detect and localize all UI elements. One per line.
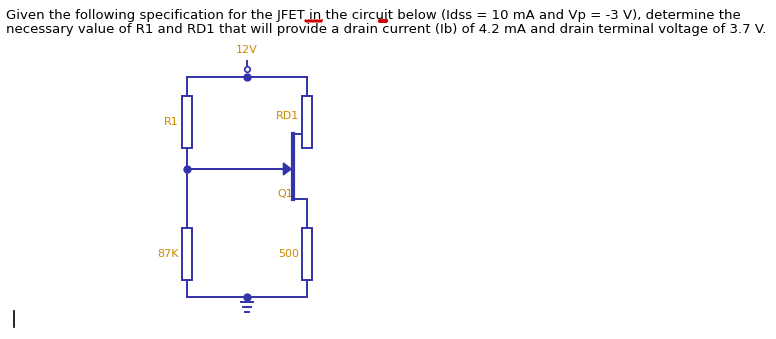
Bar (182, 96, 192, 148)
Text: 87K: 87K (158, 249, 179, 259)
Bar (302, 96, 312, 148)
Text: R1: R1 (165, 117, 179, 127)
Text: 500: 500 (278, 249, 299, 259)
Text: RD1: RD1 (275, 111, 299, 121)
Text: 12V: 12V (236, 45, 258, 55)
Bar (182, 228, 192, 280)
Bar (302, 228, 312, 280)
Text: Given the following specification for the JFET in the circuit below (Idss = 10 m: Given the following specification for th… (6, 9, 741, 22)
Polygon shape (283, 163, 291, 175)
Text: necessary value of R1 and RD1 that will provide a drain current (Ib) of 4.2 mA a: necessary value of R1 and RD1 that will … (6, 23, 767, 36)
Text: Q1: Q1 (277, 189, 293, 199)
